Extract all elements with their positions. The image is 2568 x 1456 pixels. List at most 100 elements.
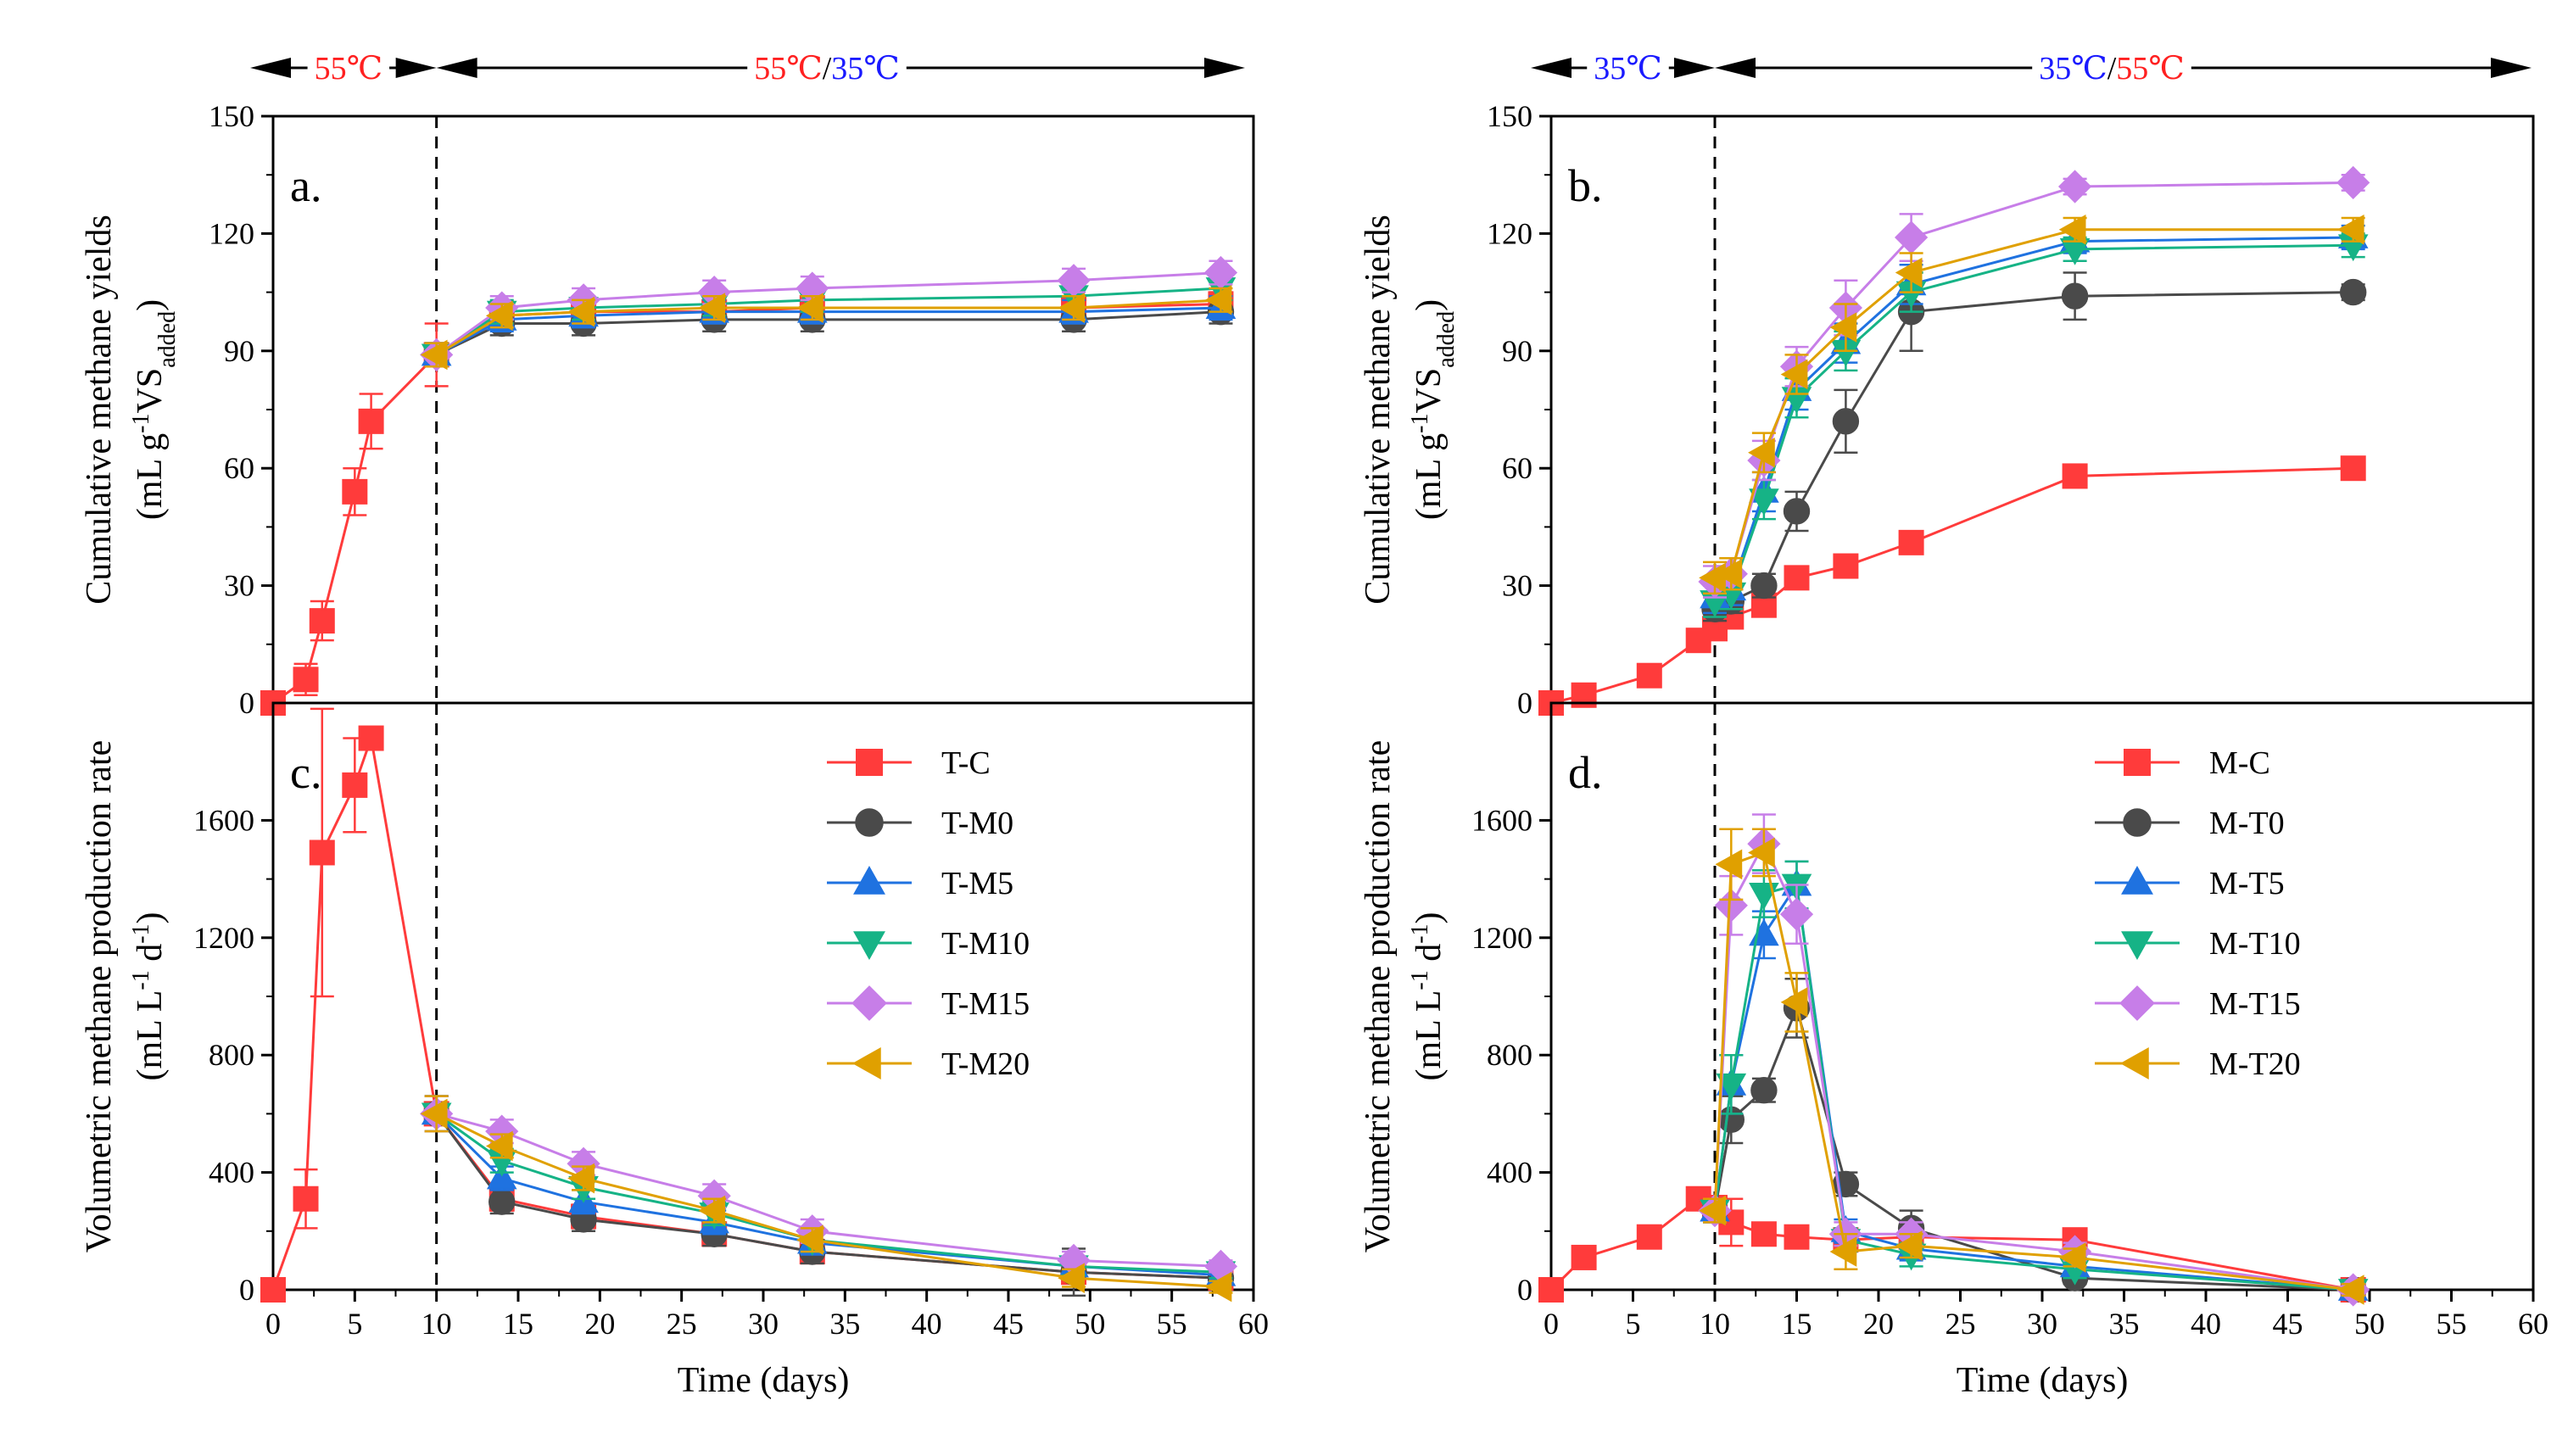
series-line [1713, 883, 2353, 1291]
data-point [342, 772, 368, 798]
legend-label: T-M15 [941, 986, 1030, 1022]
data-point [309, 608, 335, 634]
panel-c: 0 400 800 1200 1600 0 5 10 15 20 25 30 35 40 45 50 55 60 T… [193, 701, 1269, 1400]
x-tick-label: 60 [2518, 1307, 2548, 1341]
axis-title-part: -1 [128, 970, 154, 990]
series-M-T10 [1700, 232, 2369, 618]
temp-label-left-phase2: 55℃/35℃ [754, 51, 900, 86]
data-point [567, 296, 595, 327]
panel-label: a. [290, 160, 321, 211]
y-tick-label: 90 [1502, 334, 1532, 368]
temp-bar-left-phase2: 55℃/35℃ [436, 49, 1245, 88]
data-point [1058, 293, 1085, 323]
y-axis-title-c-line1: Volumetric methane production rate [80, 740, 119, 1253]
series-M-T20 [1699, 828, 2365, 1305]
x-tick-label: 30 [748, 1307, 779, 1341]
data-point [1571, 1244, 1597, 1270]
legend-label: T-M0 [941, 806, 1013, 841]
series-line [435, 287, 1221, 356]
legend-label: M-T20 [2209, 1046, 2301, 1082]
panel-d: 0 400 800 1200 1600 0 5 10 15 20 25 30 35 40 45 50 55 60 T… [1471, 701, 2548, 1400]
x-tick-label: 15 [1782, 1307, 1812, 1341]
legend-label: M-T0 [2209, 806, 2285, 841]
data-point [342, 478, 368, 505]
legend-marker [2121, 865, 2153, 895]
axis-title-part: VS [131, 368, 170, 414]
x-tick-label: 50 [1075, 1307, 1105, 1341]
series-line [435, 306, 1221, 356]
data-point [698, 293, 726, 323]
y-tick-label: 60 [224, 451, 254, 485]
data-point [358, 408, 384, 434]
temp-label-part: 35℃ [831, 51, 900, 86]
data-point [1750, 1077, 1778, 1104]
series-T-M20 [420, 1095, 1233, 1303]
data-point [2058, 214, 2086, 245]
x-tick-label: 0 [265, 1307, 281, 1341]
data-point [1636, 662, 1662, 689]
y-axis-title-a-line2: (mL g-1VSadded) [128, 299, 181, 520]
y-tick-label: 90 [224, 334, 254, 368]
y-tick-label: 1200 [1471, 921, 1532, 955]
axis-title-part: added [154, 311, 181, 368]
y-axis-title-b-line1: Cumulative methane yields [1359, 215, 1398, 605]
data-point [1829, 312, 1857, 343]
x-tick-label: 40 [2191, 1307, 2221, 1341]
data-point [796, 293, 823, 323]
y-axis-title-d-line1: Volumetric methane production rate [1359, 740, 1398, 1253]
panel-label: c. [290, 747, 321, 798]
axis-title-part: d [1410, 944, 1449, 971]
x-tick-label: 25 [667, 1307, 697, 1341]
y-tick-label: 800 [1487, 1038, 1532, 1072]
data-point [1895, 257, 1923, 288]
arrow-head-left [1531, 58, 1572, 78]
data-point [2336, 165, 2370, 200]
data-point [2336, 214, 2364, 245]
y-tick-label: 1600 [193, 803, 254, 837]
data-point [1780, 987, 1808, 1018]
data-point [420, 339, 448, 371]
x-tick-label: 45 [2273, 1307, 2303, 1341]
data-point [2057, 170, 2092, 204]
data-point [1748, 437, 1775, 468]
temp-label-right-phase2: 35℃/55℃ [2039, 51, 2185, 86]
x-axis-title: Time (days) [1957, 1361, 2129, 1400]
legend-marker [2124, 749, 2151, 776]
x-tick-label: 0 [1544, 1307, 1559, 1341]
y-tick-label: 30 [224, 569, 254, 603]
panel-label: d. [1568, 747, 1603, 798]
y-axis-title-a: Cumulative methane yields (mL g-1VSadded) [80, 215, 181, 605]
data-point [2336, 1275, 2364, 1305]
series-line [435, 1113, 1221, 1277]
data-point [488, 1188, 516, 1215]
axis-title-part: ) [131, 299, 170, 311]
y-tick-label: 150 [209, 99, 254, 133]
axis-title-part: -1 [128, 413, 154, 432]
series-line [272, 302, 1221, 705]
temp-bar-right-phase2: 35℃/55℃ [1715, 49, 2532, 88]
series-T-M20 [420, 285, 1233, 371]
axis-title-part: (mL L [131, 990, 170, 1081]
y-axis-title-d-line2: (mL L-1 d-1) [1407, 912, 1449, 1080]
x-tick-label: 40 [912, 1307, 942, 1341]
data-point [567, 1163, 595, 1194]
y-tick-label: 0 [1517, 686, 1532, 720]
legend-marker [2121, 931, 2153, 961]
data-point [1204, 1271, 1232, 1303]
y-tick-label: 0 [1517, 1273, 1532, 1307]
data-point [1748, 837, 1775, 868]
series-line [1714, 181, 2353, 583]
y-axis-title-c-line2: (mL L-1 d-1) [128, 912, 170, 1080]
plot-frame [271, 114, 1255, 705]
axis-title-part: ) [1410, 299, 1449, 311]
x-tick-label: 55 [1157, 1307, 1187, 1341]
x-tick-label: 15 [503, 1307, 533, 1341]
x-tick-label: 55 [2437, 1307, 2467, 1341]
plot-layer: 0306090120150a.0306090120150b.0400800120… [193, 99, 2548, 1400]
axis-title-part: (mL g [131, 433, 170, 520]
legend-marker [2123, 808, 2152, 837]
x-tick-label: 35 [829, 1307, 860, 1341]
series-line [1714, 236, 2353, 599]
legend-label: M-T10 [2209, 926, 2301, 962]
temp-label-part: / [2107, 51, 2117, 86]
